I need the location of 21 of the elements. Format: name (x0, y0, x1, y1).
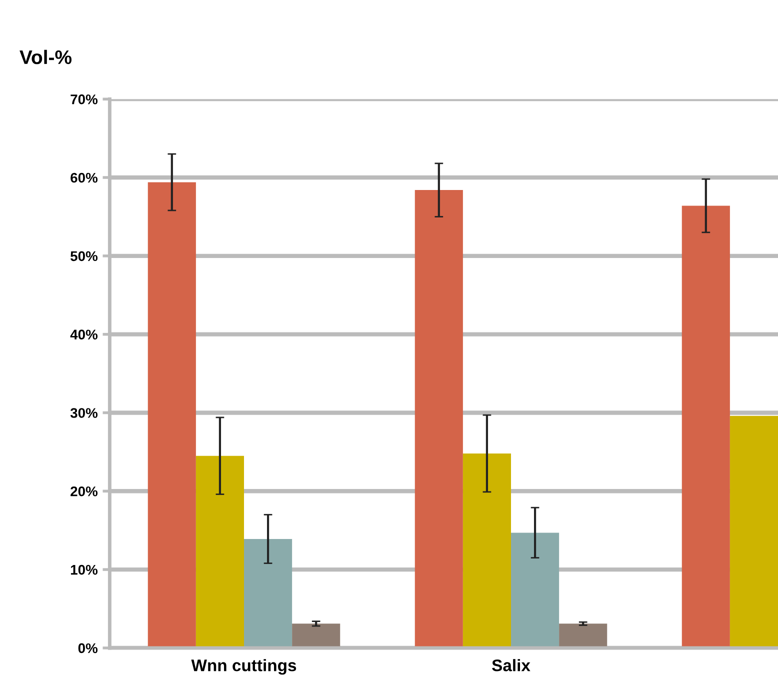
bar (682, 206, 730, 648)
bar (148, 182, 196, 648)
y-tick-label: 30% (70, 408, 98, 418)
bar (511, 532, 560, 648)
y-tick-label: 60% (70, 172, 98, 183)
bar (196, 456, 244, 648)
y-tick-label: 0% (78, 643, 98, 654)
y-axis-title: Vol-% (20, 50, 72, 64)
x-tick-label: Wnn cuttings (191, 659, 296, 675)
x-tick-label: Salix (492, 659, 530, 672)
bar (462, 454, 511, 648)
y-tick-label: 70% (70, 94, 98, 104)
y-tick-label: 50% (70, 251, 98, 262)
y-tick-label: 20% (70, 486, 98, 496)
bar (559, 624, 608, 648)
bar (730, 416, 778, 648)
y-tick-label: 40% (70, 330, 98, 340)
bar (292, 624, 340, 648)
y-tick-label: 10% (70, 564, 98, 575)
bar (244, 538, 292, 648)
bar (414, 190, 463, 648)
